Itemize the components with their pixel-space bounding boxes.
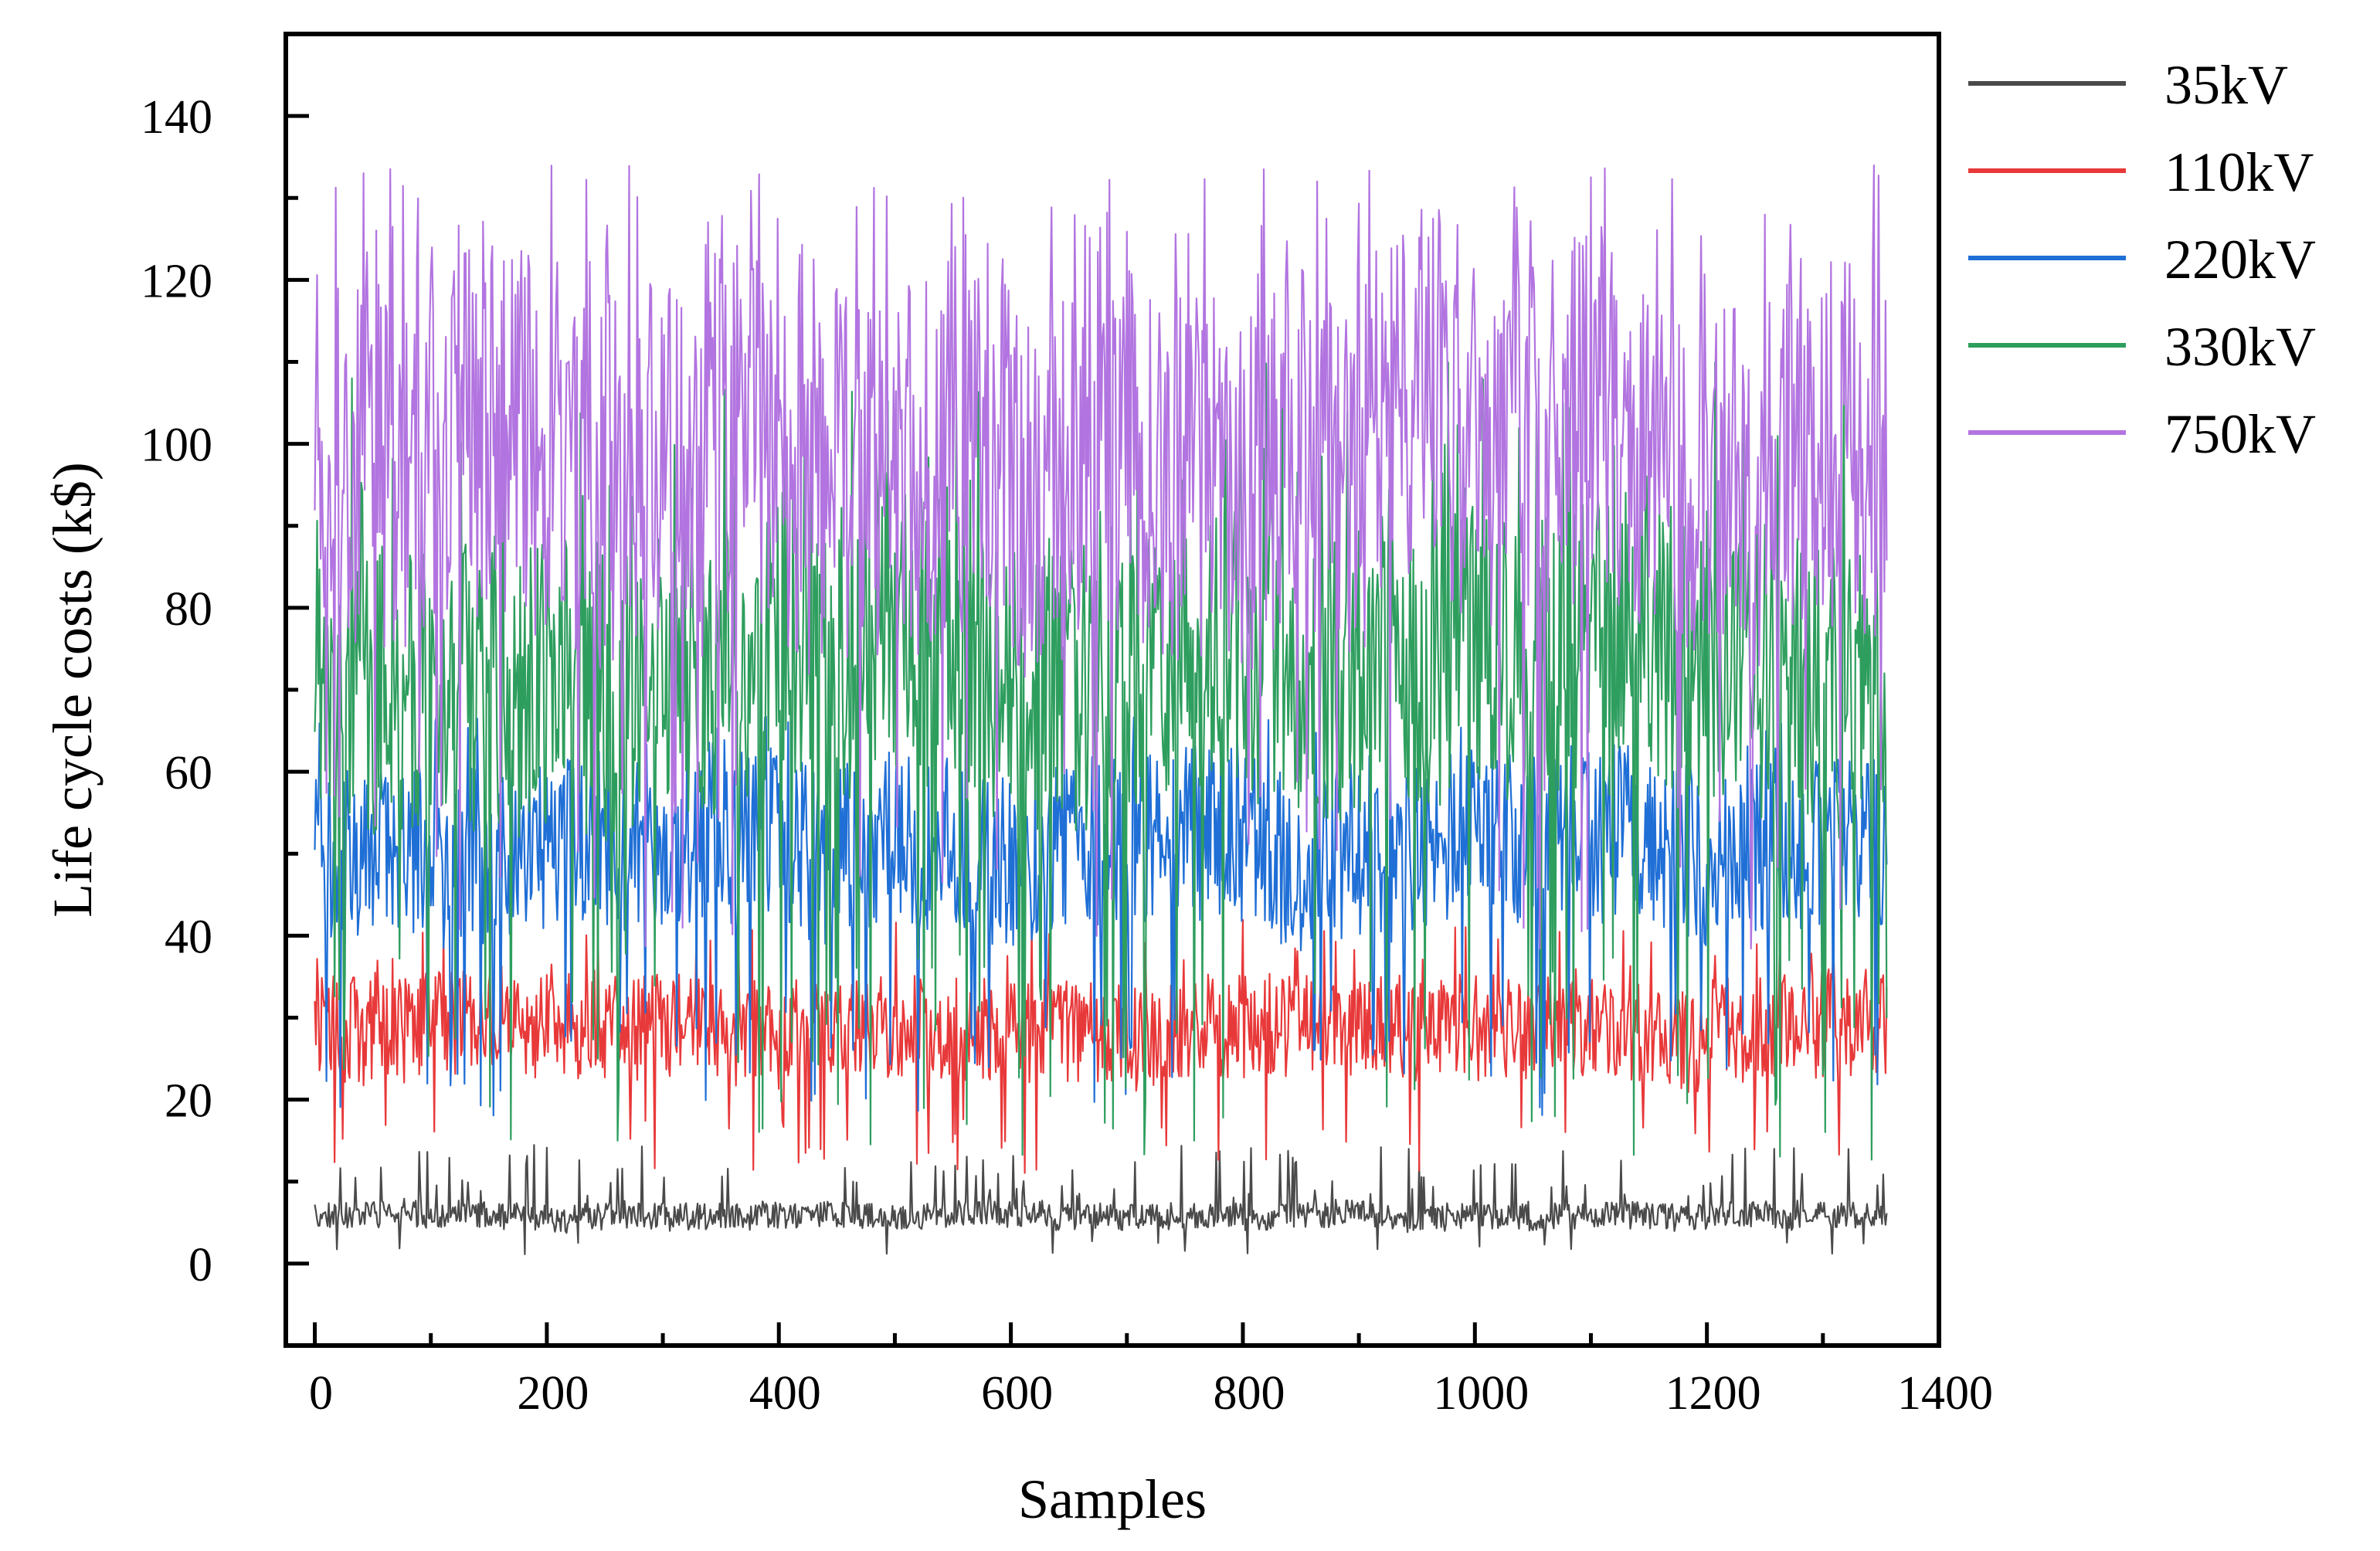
series-line-110kV [314, 918, 1888, 1174]
y-tick-label: 20 [165, 1075, 212, 1128]
y-axis: 0 20 40 60 80 100 120 140 [141, 91, 309, 1348]
x-tick-label: 800 [1213, 1367, 1285, 1420]
x-axis-title: Samples [1018, 1468, 1207, 1530]
x-tick-label: 1200 [1665, 1367, 1761, 1420]
y-tick-label: 40 [165, 911, 212, 963]
x-tick-label: 600 [981, 1367, 1053, 1420]
x-tick-label: 1000 [1433, 1367, 1529, 1420]
legend-label: 750kV [2164, 403, 2316, 465]
x-axis: 0 200 400 600 800 1000 1200 1400 [309, 1322, 1993, 1420]
series-line-35kV [314, 1144, 1888, 1256]
legend-label: 110kV [2164, 141, 2314, 203]
x-tick-label: 200 [517, 1367, 589, 1420]
x-tick-label: 0 [309, 1367, 333, 1420]
legend-label: 35kV [2164, 54, 2288, 116]
legend: 35kV 110kV 220kV 330kV 750kV [1968, 54, 2316, 465]
series-layer [314, 165, 1888, 1256]
series-line-750kV [314, 165, 1888, 950]
x-tick-label: 1400 [1897, 1367, 1993, 1420]
legend-label: 330kV [2164, 316, 2316, 378]
y-tick-label: 0 [188, 1239, 212, 1291]
y-tick-label: 100 [141, 419, 212, 472]
x-tick-label: 400 [749, 1367, 821, 1420]
y-axis-title: Life cycle costs (k$) [42, 462, 104, 918]
legend-label: 220kV [2164, 229, 2316, 290]
y-tick-label: 80 [165, 583, 212, 636]
series-line-220kV [314, 714, 1888, 1117]
y-tick-label: 120 [141, 255, 212, 307]
y-tick-label: 60 [165, 747, 212, 799]
y-tick-label: 140 [141, 91, 212, 144]
